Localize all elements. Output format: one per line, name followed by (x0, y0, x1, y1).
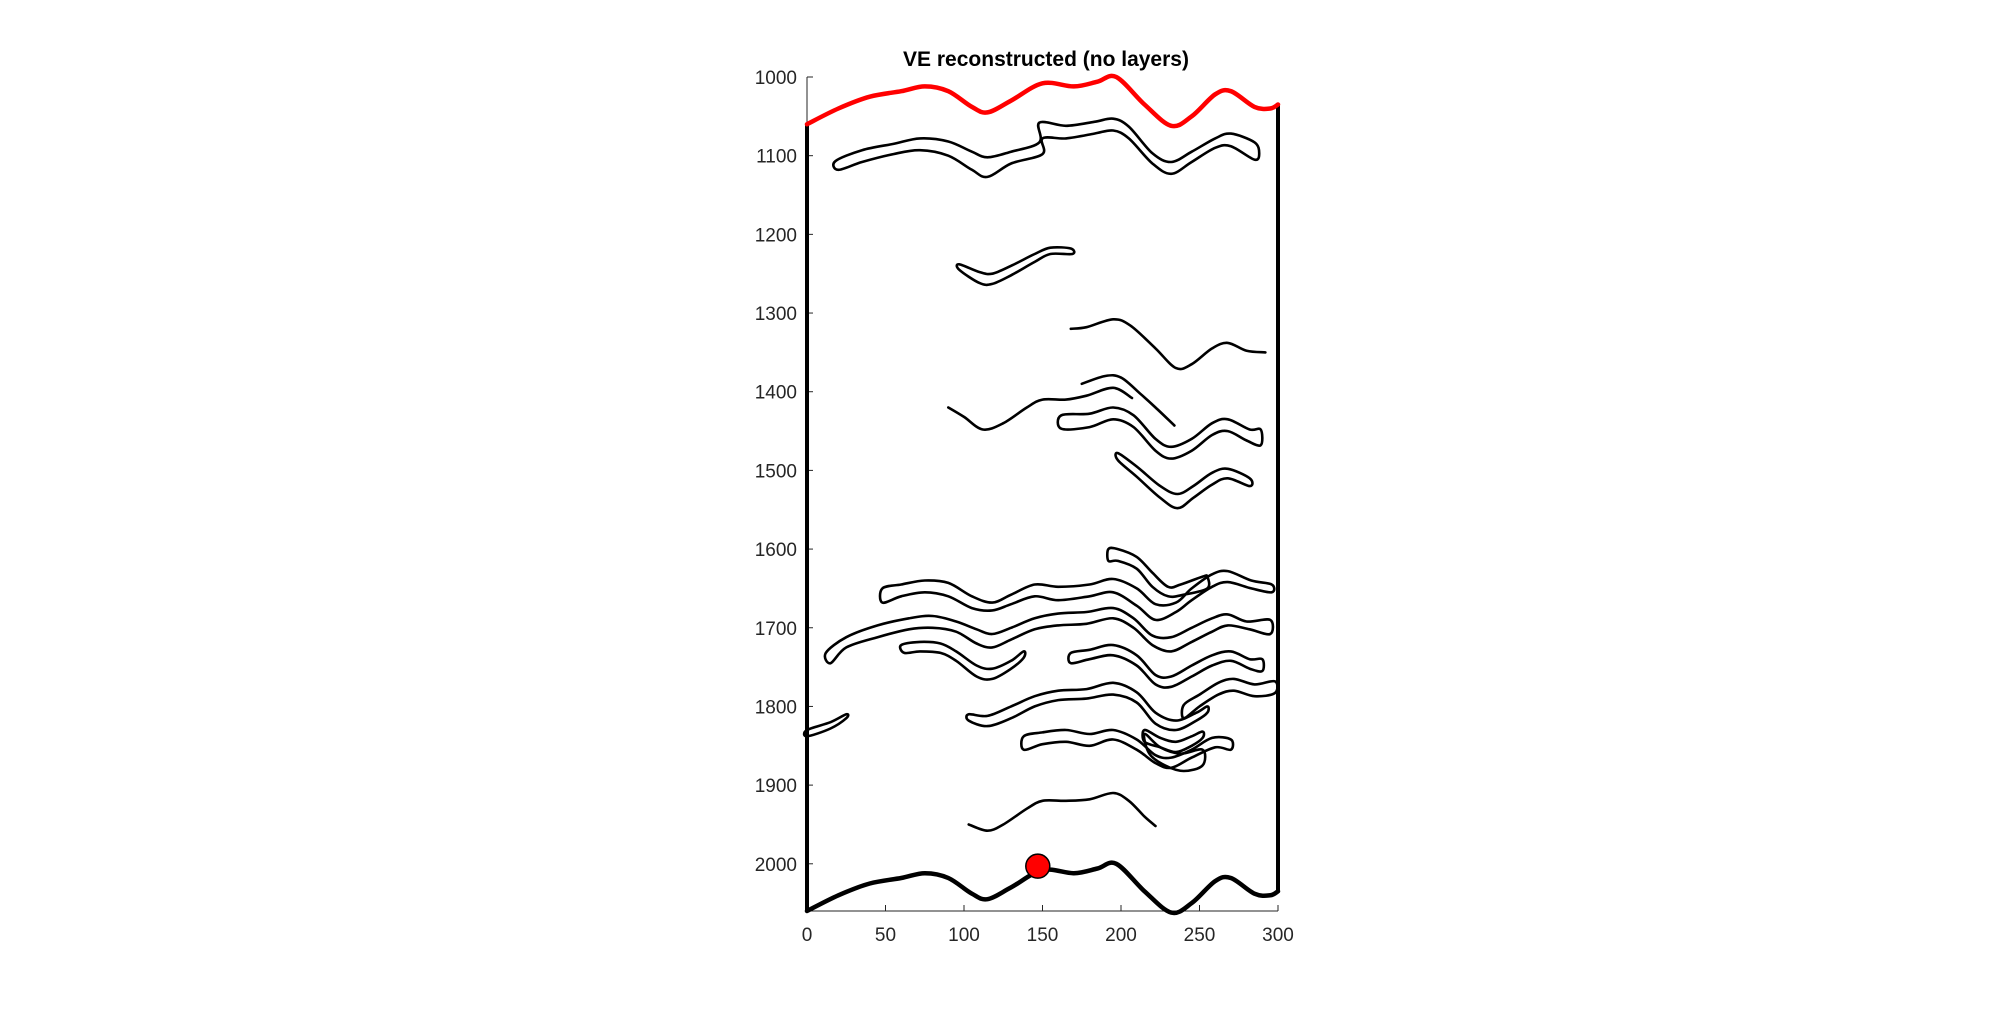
x-tick-label: 200 (1105, 925, 1137, 946)
bottom-surface-line (804, 860, 1281, 916)
horizon-line-17 (1141, 728, 1206, 754)
y-tick-label: 1600 (755, 540, 797, 561)
y-tick-label: 1100 (756, 147, 797, 168)
y-tick-label: 1800 (755, 697, 797, 718)
marker-point (1025, 853, 1051, 879)
x-tick-label: 50 (875, 925, 896, 946)
horizon-line-3 (1069, 317, 1267, 371)
y-tick-label: 1500 (755, 461, 797, 482)
y-tick-label: 1200 (755, 225, 797, 246)
horizon-line-9 (878, 569, 1276, 622)
horizon-line-5 (947, 386, 1134, 431)
x-tick-label: 0 (802, 925, 813, 946)
x-tick-label: 150 (1027, 925, 1059, 946)
horizon-line-4 (1080, 373, 1176, 427)
y-tick-label: 1900 (755, 776, 797, 797)
horizon-line-13 (1180, 677, 1279, 720)
horizon-line-18 (1142, 732, 1207, 773)
y-tick-label: 2000 (755, 855, 797, 876)
horizon-line-15 (965, 681, 1211, 732)
x-tick-label: 300 (1262, 925, 1294, 946)
horizon-line-10 (823, 606, 1275, 665)
horizon-line-2 (955, 245, 1076, 287)
horizon-line-1 (832, 117, 1261, 179)
horizon-line-11 (898, 640, 1027, 681)
y-tick-label: 1000 (755, 68, 797, 89)
x-tick-label: 100 (948, 925, 980, 946)
horizon-line-16 (1020, 728, 1235, 770)
y-tick-label: 1300 (755, 304, 797, 325)
x-tick-label: 250 (1184, 925, 1216, 946)
horizon-line-12 (1067, 643, 1266, 689)
y-tick-label: 1700 (755, 619, 797, 640)
plot-area (802, 73, 1281, 916)
horizon-line-6 (1056, 406, 1264, 460)
chart-axes: 1000110012001300140015001600170018001900… (755, 68, 1294, 946)
top-surface-line (804, 73, 1281, 129)
horizon-line-8 (1105, 546, 1211, 599)
horizon-line-7 (1114, 451, 1254, 510)
y-tick-label: 1400 (755, 383, 797, 404)
horizon-line-19 (967, 791, 1157, 832)
horizon-line-14 (802, 712, 850, 738)
chart-title: VE reconstructed (no layers) (903, 48, 1189, 71)
